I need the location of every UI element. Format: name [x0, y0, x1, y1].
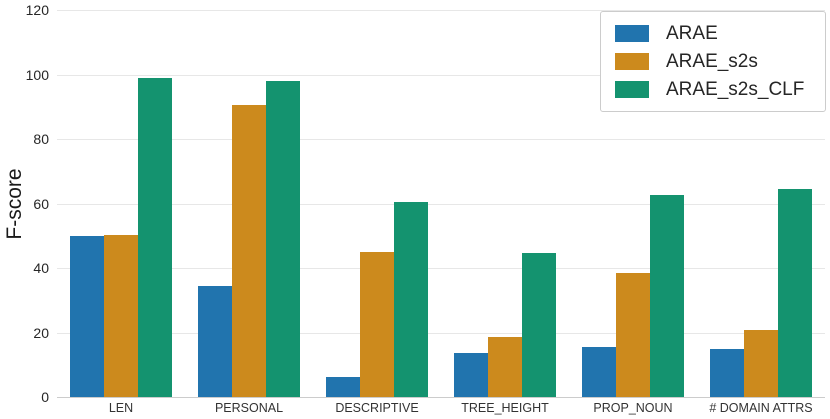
- bar-group-descriptive: [326, 201, 428, 397]
- bar-arae_s2s_clf-5: [778, 188, 812, 397]
- legend: ARAE ARAE_s2s ARAE_s2s_CLF: [600, 11, 826, 112]
- bar-arae_s2s_clf-2: [394, 201, 428, 397]
- gridline-120: [57, 10, 825, 11]
- bar-arae-3: [454, 352, 488, 397]
- legend-label-arae_s2s_clf: ARAE_s2s_CLF: [666, 79, 805, 100]
- bar-group-personal: [198, 80, 300, 397]
- y-tick-label-40: 40: [33, 260, 49, 276]
- x-tick-label-len: LEN: [108, 401, 134, 415]
- bar-group-len: [70, 78, 172, 397]
- y-tick-label-20: 20: [33, 324, 49, 341]
- bar-arae-5: [710, 348, 744, 397]
- bar-arae_s2s_clf-3: [522, 253, 556, 397]
- x-tick-label-prop-noun: PROP_NOUN: [593, 401, 673, 415]
- plot-area: [57, 10, 825, 398]
- bar-arae_s2s-3: [488, 337, 522, 397]
- bar-arae-2: [326, 377, 360, 397]
- y-tick-label-120: 120: [25, 2, 49, 18]
- bar-arae-0: [70, 236, 104, 397]
- legend-swatch-arae_s2s_clf: [615, 81, 649, 98]
- gridline-20: [57, 332, 825, 334]
- y-tick-label-0: 0: [41, 389, 49, 405]
- bar-arae_s2s-2: [360, 251, 394, 397]
- bar-arae_s2s-4: [616, 273, 650, 397]
- x-tick-label-descriptive: DESCRIPTIVE: [335, 401, 419, 415]
- bar-arae_s2s-0: [104, 235, 138, 397]
- y-tick-label-100: 100: [25, 66, 49, 83]
- legend-item-arae: ARAE: [615, 23, 811, 44]
- bar-arae_s2s-1: [232, 105, 266, 397]
- gridline-60: [57, 203, 825, 205]
- gridline-100: [57, 74, 825, 76]
- legend-label-arae_s2s: ARAE_s2s: [666, 51, 758, 72]
- x-tick-label--domain-attrs: # DOMAIN ATTRS: [709, 401, 813, 415]
- legend-item-arae_s2s: ARAE_s2s: [615, 51, 811, 72]
- bar-group-tree-height: [454, 253, 556, 397]
- y-tick-label-80: 80: [33, 131, 49, 147]
- bar-group--domain-attrs: [710, 188, 812, 397]
- bar-arae_s2s_clf-4: [650, 195, 684, 397]
- x-tick-label-personal: PERSONAL: [214, 401, 284, 415]
- legend-swatch-arae_s2s: [615, 53, 649, 70]
- bar-arae-1: [198, 286, 232, 397]
- gridline-80: [57, 139, 825, 140]
- bar-arae_s2s-5: [744, 329, 778, 397]
- bar-arae-4: [582, 346, 616, 397]
- bar-arae_s2s_clf-1: [266, 80, 300, 397]
- x-tick-label-tree-height: TREE_HEIGHT: [461, 401, 549, 415]
- bar-group-prop-noun: [582, 195, 684, 397]
- legend-item-arae_s2s_clf: ARAE_s2s_CLF: [615, 79, 811, 100]
- bar-arae_s2s_clf-0: [138, 78, 172, 397]
- y-tick-label-60: 60: [33, 195, 49, 212]
- gridline-40: [57, 268, 825, 269]
- legend-swatch-arae: [615, 25, 649, 42]
- legend-label-arae: ARAE: [666, 23, 718, 44]
